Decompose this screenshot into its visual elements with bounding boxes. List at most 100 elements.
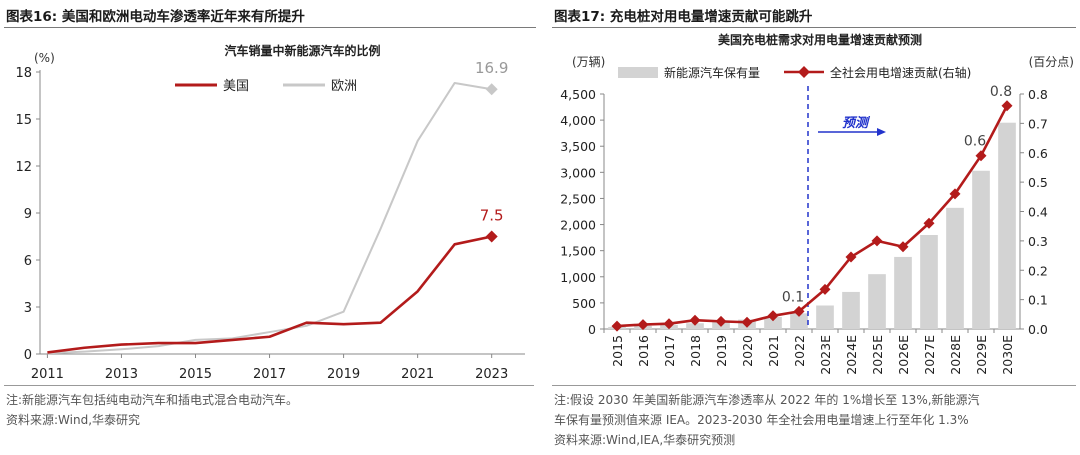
chart-17-line-marker xyxy=(793,305,805,317)
chart-16-x-tick-label: 2019 xyxy=(327,367,360,382)
figure-16-note: 注:新能源汽车包括纯电动汽车和插电式混合电动汽车。 xyxy=(6,393,299,407)
chart-17-bar xyxy=(790,313,808,329)
chart-17-line-marker xyxy=(715,315,727,327)
chart-17-line-marker xyxy=(689,314,701,326)
chart-16-x-tick-label: 2017 xyxy=(253,367,286,382)
chart-17-line-marker xyxy=(741,316,753,328)
chart-17-right-tick-label: 0.0 xyxy=(1028,322,1048,337)
chart-17-left-tick-label: 0 xyxy=(588,322,596,337)
chart-17-line xyxy=(616,105,1009,328)
chart-17-line-marker xyxy=(819,283,831,295)
chart-17-line-marker xyxy=(611,320,623,332)
chart-17-x-tick-label: 2020 xyxy=(740,335,755,367)
chart-17-left-unit: (万辆) xyxy=(572,55,605,69)
chart-17-right-tick-label: 0.7 xyxy=(1028,116,1048,131)
chart-16-svg: 汽车销量中新能源汽车的比例 (%) 0 3 6 9 12 15 18 2011 2013 2015 20… xyxy=(15,43,525,382)
figure-17-note-rule xyxy=(552,385,1076,386)
chart-17-point-label: 0.6 xyxy=(964,134,986,150)
chart-17-line-marker xyxy=(663,318,675,330)
figure-17-note-line-1: 注:假设 2030 年美国新能源汽车渗透率从 2022 年的 1%增长至 13%… xyxy=(554,393,980,407)
chart-17-title: 美国充电桩需求对用电量增速贡献预测 xyxy=(718,32,922,47)
chart-17-left-tick-label: 1,000 xyxy=(560,270,596,285)
chart-16-end-label-1: 16.9 xyxy=(475,59,508,77)
figure-17-source: 资料来源:Wind,IEA,华泰研究预测 xyxy=(554,433,736,447)
chart-16-y-tick-label: 12 xyxy=(15,160,32,175)
chart-16-y-tick-label: 18 xyxy=(15,66,32,81)
figure-16-title-rule xyxy=(4,27,536,28)
chart-17-x-tick-label: 2025E xyxy=(870,335,885,375)
chart-17-line-marker xyxy=(1001,100,1013,112)
chart-17-right-tick-label: 0.4 xyxy=(1028,205,1048,220)
chart-16-series-line-0 xyxy=(47,235,492,354)
chart-17-x-tick-label: 2028E xyxy=(948,335,963,375)
chart-17-svg: 美国充电桩需求对用电量增速贡献预测 (万辆) (百分点) 新能源汽车保有量 全社会用电增… xyxy=(560,32,1074,375)
chart-16-end-label-0: 7.5 xyxy=(480,207,504,225)
chart-17-bar xyxy=(816,305,834,329)
panel-figure-16: 图表16: 美国和欧洲电动车渗透率近年来有所提升 汽车销量中新能源汽车的比例 (%… xyxy=(4,9,536,427)
chart-17-left-tick-label: 3,500 xyxy=(560,139,596,154)
chart-17-bar xyxy=(894,256,912,329)
figure-17-title-rule xyxy=(552,27,1076,28)
chart-17-x-tick-label: 2024E xyxy=(844,335,859,375)
chart-17-line-marker xyxy=(637,319,649,331)
chart-17-line-marker xyxy=(767,310,779,322)
chart-16-y-tick-label: 0 xyxy=(24,348,32,363)
chart-17-x-tick-label: 2023E xyxy=(818,335,833,375)
chart-17-right-tick-label: 0.6 xyxy=(1028,146,1048,161)
figure-16-title: 图表16: 美国和欧洲电动车渗透率近年来有所提升 xyxy=(6,9,305,25)
chart-17-bar xyxy=(868,274,886,329)
chart-16-legend-label-1: 欧洲 xyxy=(331,79,357,94)
chart-16-x-tick-label: 2013 xyxy=(105,367,138,382)
chart-17-x-tick-label: 2018 xyxy=(688,335,703,367)
chart-17-x-tick-label: 2026E xyxy=(896,335,911,375)
chart-17-point-label: 0.8 xyxy=(990,84,1012,100)
chart-17-right-tick-label: 0.3 xyxy=(1028,234,1048,249)
chart-17-x-tick-label: 2015 xyxy=(610,335,625,367)
chart-17-x-tick-label: 2017 xyxy=(662,335,677,367)
chart-17-line-marker xyxy=(871,235,883,247)
chart-16-title: 汽车销量中新能源汽车的比例 xyxy=(224,43,380,58)
chart-17-right-tick-label: 0.5 xyxy=(1028,175,1048,190)
chart-16-x-tick-label: 2021 xyxy=(401,367,434,382)
figure-17-note-line-2: 车保有量预测值来源 IEA。2023-2030 年全社会用电量增速上行至年化 1… xyxy=(554,413,969,427)
chart-17-x-tick-label: 2022 xyxy=(792,335,807,367)
chart-17-line-marker xyxy=(975,150,987,162)
chart-17-bar xyxy=(972,170,990,329)
chart-16-end-marker-1 xyxy=(485,83,498,96)
chart-17-forecast-arrow-head xyxy=(877,128,886,136)
chart-16-series-line-1 xyxy=(47,81,492,355)
chart-17-x-tick-label: 2027E xyxy=(922,335,937,375)
chart-16-x-tick-label: 2011 xyxy=(31,367,64,382)
chart-17-x-tick-label: 2021 xyxy=(766,335,781,367)
chart-17-left-tick-label: 1,500 xyxy=(560,244,596,259)
chart-17-right-tick-label: 0.1 xyxy=(1028,293,1048,308)
chart-17-bar xyxy=(920,235,938,329)
chart-17-x-tick-label: 2029E xyxy=(974,335,989,375)
chart-17-left-tick-label: 4,000 xyxy=(560,113,596,128)
chart-17-bar xyxy=(764,316,782,329)
panel-figure-17: 图表17: 充电桩对用电量增速贡献可能跳升 美国充电桩需求对用电量增速贡献预测 (… xyxy=(548,0,1080,455)
chart-16-y-tick-label: 9 xyxy=(24,207,32,222)
chart-16-x-tick-label: 2023 xyxy=(475,367,508,382)
chart-17-x-tick-label: 2019 xyxy=(714,335,729,367)
chart-17-line-marker xyxy=(923,217,935,229)
chart-17-point-label: 0.1 xyxy=(782,289,804,305)
chart-16-legend-label-0: 美国 xyxy=(223,79,249,94)
chart-17-line-marker xyxy=(845,251,857,263)
chart-16-y-tick-label: 15 xyxy=(15,113,32,128)
chart-17-legend-bar-label: 新能源汽车保有量 xyxy=(664,65,760,80)
chart-17-legend-line-label: 全社会用电增速贡献(右轴) xyxy=(830,65,971,80)
chart-17-right-unit: (百分点) xyxy=(1029,55,1074,69)
chart-16-y-unit: (%) xyxy=(34,51,55,65)
chart-17-line-marker xyxy=(949,188,961,200)
figure-16-note-rule xyxy=(4,385,534,386)
chart-17-left-tick-label: 2,000 xyxy=(560,218,596,233)
chart-17-x-tick-label: 2030E xyxy=(1000,335,1015,375)
chart-17-legend-bar-swatch xyxy=(618,67,658,78)
chart-16-y-tick-label: 3 xyxy=(24,301,32,316)
chart-17-left-tick-label: 4,500 xyxy=(560,87,596,102)
chart-17-bar xyxy=(998,122,1016,329)
chart-16-y-tick-label: 6 xyxy=(24,254,32,269)
chart-17-bar xyxy=(842,291,860,329)
chart-17-left-tick-label: 500 xyxy=(572,296,596,311)
